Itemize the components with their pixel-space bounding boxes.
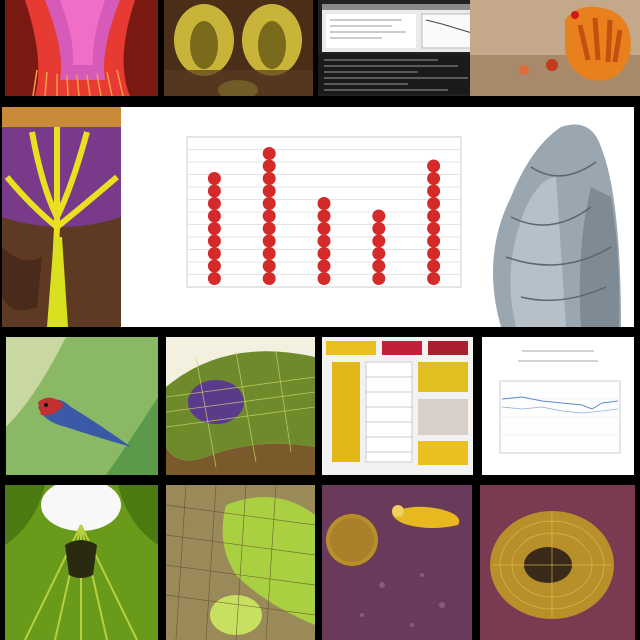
chart-marker [427, 234, 441, 248]
chart-marker [317, 234, 331, 248]
chart-marker [317, 197, 331, 210]
chart-marker [207, 172, 221, 185]
chart-marker [317, 259, 331, 273]
chart-marker [372, 272, 386, 285]
chart-marker [427, 159, 441, 173]
chart-marker [317, 247, 331, 260]
dot-chart [186, 136, 462, 288]
chart-marker [372, 209, 386, 223]
green-mesh-tile [166, 337, 315, 475]
colored-table-tile [322, 337, 473, 475]
chart-marker [427, 247, 441, 260]
chart-marker [372, 222, 386, 235]
chart-marker [262, 234, 276, 248]
chart-marker [372, 259, 386, 273]
plant-root-tile [2, 107, 121, 327]
chart-marker [427, 222, 441, 235]
purple-cells-tile [322, 485, 472, 640]
chart-marker [262, 147, 276, 160]
chart-marker [427, 272, 441, 285]
chart-marker [262, 247, 276, 260]
chart-marker [317, 209, 331, 223]
chart-marker [427, 197, 441, 210]
chart-marker [317, 272, 331, 285]
chart-marker [262, 259, 276, 273]
chart-marker [207, 247, 221, 260]
vessel-structure-tile [471, 107, 634, 327]
chart-marker [262, 197, 276, 210]
red-organ-tile [5, 0, 158, 96]
chart-marker [427, 209, 441, 223]
chart-marker [427, 184, 441, 198]
chart-marker [262, 222, 276, 235]
chart-marker [207, 234, 221, 248]
yellow-tissue-tile [164, 0, 313, 96]
chart-marker [207, 259, 221, 273]
chart-marker [372, 247, 386, 260]
screen-titlebar [322, 4, 508, 10]
chart-marker [207, 184, 221, 198]
mesh-sphere-tile [480, 485, 635, 640]
chart-marker [317, 222, 331, 235]
chart-marker [262, 184, 276, 198]
bird-feather-tile [6, 337, 158, 475]
orange-figure-tile [470, 0, 640, 96]
chart-marker [427, 259, 441, 273]
green-net-tile [166, 485, 315, 640]
chart-marker [207, 222, 221, 235]
line-graph-tile [482, 337, 634, 475]
chart-marker [262, 159, 276, 173]
chart-marker [262, 172, 276, 185]
green-leaf-tile [5, 485, 158, 640]
chart-marker [207, 272, 221, 285]
chart-marker [262, 209, 276, 223]
chart-markers [207, 147, 441, 285]
chart-marker [207, 197, 221, 210]
chart-marker [207, 209, 221, 223]
chart-marker [372, 234, 386, 248]
chart-marker [427, 172, 441, 185]
dot-chart-tile [121, 107, 471, 327]
chart-marker [262, 272, 276, 285]
